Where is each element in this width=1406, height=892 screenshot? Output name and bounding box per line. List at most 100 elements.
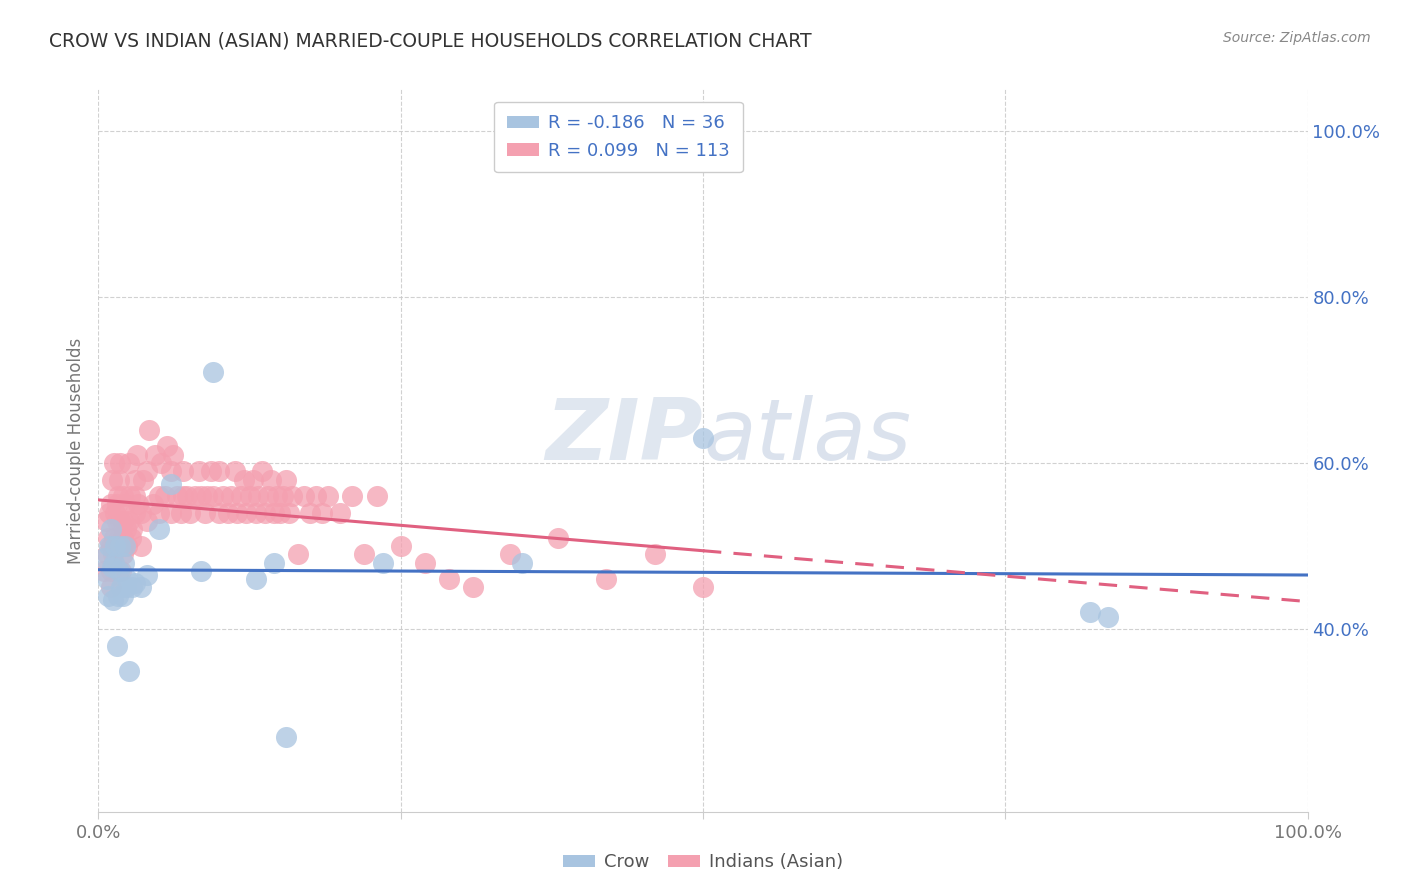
Point	[202, 365, 225, 379]
Point	[239, 489, 262, 503]
Point	[342, 489, 364, 503]
Point	[200, 464, 222, 478]
Point	[101, 547, 124, 561]
Point	[118, 456, 141, 470]
Point	[692, 581, 714, 595]
Point	[371, 556, 394, 570]
Point	[208, 506, 231, 520]
Point	[100, 473, 122, 487]
Point	[120, 531, 142, 545]
Point	[96, 547, 118, 561]
Point	[105, 514, 128, 528]
Point	[112, 556, 135, 570]
Point	[108, 539, 131, 553]
Point	[235, 506, 257, 520]
Point	[108, 531, 131, 545]
Point	[595, 572, 617, 586]
Point	[114, 539, 136, 553]
Point	[190, 564, 212, 578]
Point	[117, 572, 139, 586]
Point	[413, 556, 436, 570]
Point	[111, 489, 134, 503]
Point	[281, 489, 304, 503]
Point	[274, 473, 297, 487]
Point	[273, 489, 295, 503]
Point	[111, 531, 134, 545]
Point	[217, 506, 239, 520]
Point	[187, 464, 209, 478]
Point	[202, 489, 225, 503]
Point	[250, 464, 273, 478]
Point	[224, 464, 246, 478]
Point	[247, 489, 270, 503]
Point	[166, 489, 188, 503]
Text: CROW VS INDIAN (ASIAN) MARRIED-COUPLE HOUSEHOLDS CORRELATION CHART: CROW VS INDIAN (ASIAN) MARRIED-COUPLE HO…	[49, 31, 811, 50]
Point	[254, 506, 277, 520]
Point	[124, 576, 146, 591]
Point	[142, 498, 165, 512]
Point	[143, 448, 166, 462]
Point	[274, 730, 297, 744]
Point	[195, 489, 218, 503]
Point	[100, 581, 122, 595]
Point	[263, 506, 285, 520]
Point	[229, 489, 252, 503]
Point	[353, 547, 375, 561]
Point	[104, 539, 127, 553]
Point	[329, 506, 352, 520]
Point	[103, 556, 125, 570]
Point	[111, 547, 134, 561]
Point	[292, 489, 315, 503]
Point	[287, 547, 309, 561]
Point	[117, 539, 139, 553]
Point	[100, 564, 122, 578]
Text: ZIP: ZIP	[546, 394, 703, 477]
Point	[263, 556, 285, 570]
Point	[118, 664, 141, 678]
Point	[305, 489, 328, 503]
Point	[184, 489, 207, 503]
Point	[644, 547, 666, 561]
Point	[316, 489, 339, 503]
Point	[121, 522, 143, 536]
Point	[129, 539, 152, 553]
Point	[108, 564, 131, 578]
Point	[245, 572, 267, 586]
Point	[299, 506, 322, 520]
Point	[107, 589, 129, 603]
Point	[153, 489, 176, 503]
Point	[1078, 606, 1101, 620]
Point	[160, 464, 183, 478]
Point	[114, 498, 136, 512]
Point	[160, 476, 183, 491]
Point	[129, 581, 152, 595]
Point	[97, 531, 120, 545]
Point	[103, 456, 125, 470]
Point	[100, 559, 122, 574]
Point	[104, 506, 127, 520]
Point	[100, 539, 122, 553]
Point	[108, 473, 131, 487]
Legend: R = -0.186   N = 36, R = 0.099   N = 113: R = -0.186 N = 36, R = 0.099 N = 113	[494, 102, 742, 172]
Point	[162, 448, 184, 462]
Point	[311, 506, 333, 520]
Point	[179, 506, 201, 520]
Text: atlas: atlas	[703, 394, 911, 477]
Point	[98, 506, 121, 520]
Point	[269, 506, 291, 520]
Point	[93, 564, 115, 578]
Point	[138, 423, 160, 437]
Point	[232, 473, 254, 487]
Point	[135, 514, 157, 528]
Point	[98, 539, 121, 553]
Point	[547, 531, 569, 545]
Point	[169, 506, 191, 520]
Point	[118, 489, 141, 503]
Point	[132, 473, 155, 487]
Point	[129, 506, 152, 520]
Point	[107, 489, 129, 503]
Point	[194, 506, 217, 520]
Point	[96, 572, 118, 586]
Point	[156, 439, 179, 453]
Point	[110, 564, 132, 578]
